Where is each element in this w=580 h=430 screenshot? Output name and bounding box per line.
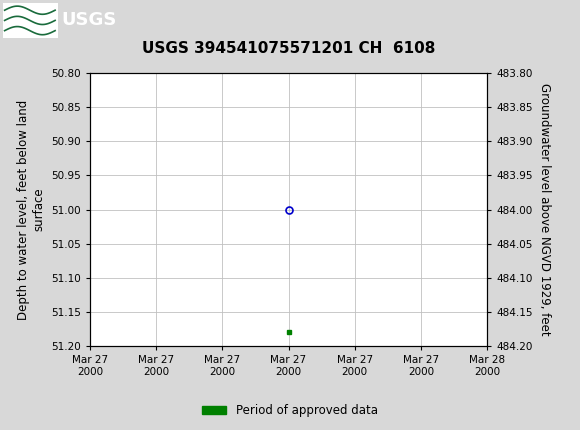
Y-axis label: Groundwater level above NGVD 1929, feet: Groundwater level above NGVD 1929, feet	[538, 83, 551, 336]
Bar	[3, 3, 58, 37]
Text: USGS: USGS	[61, 12, 116, 29]
Legend: Period of approved data: Period of approved data	[198, 399, 382, 422]
Y-axis label: Depth to water level, feet below land
surface: Depth to water level, feet below land su…	[17, 99, 45, 320]
Text: USGS 394541075571201 CH  6108: USGS 394541075571201 CH 6108	[142, 41, 435, 56]
